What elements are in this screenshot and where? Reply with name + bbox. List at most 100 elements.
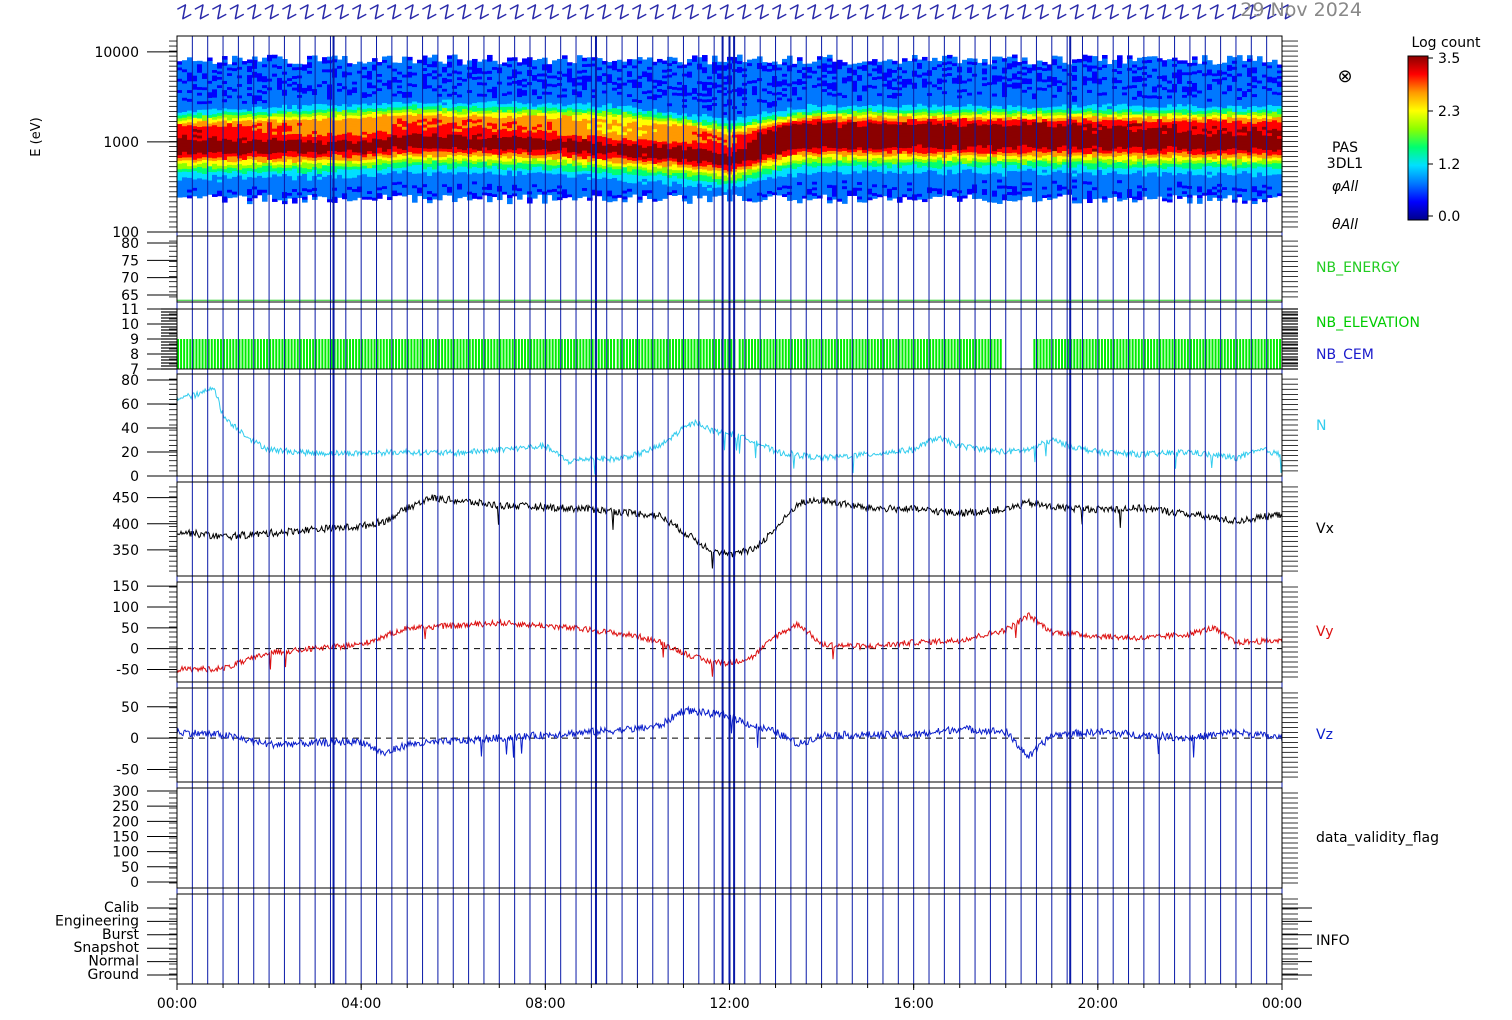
- spectrogram-cell: [477, 121, 483, 126]
- spectrogram-cell: [402, 71, 408, 75]
- spectrogram-cell: [592, 88, 598, 93]
- spectrogram-cell: [462, 86, 468, 90]
- spectrogram-cell: [432, 54, 438, 59]
- spectrogram-cell: [457, 165, 463, 170]
- spectrogram-cell: [272, 192, 278, 196]
- spectrogram-cell: [262, 192, 268, 196]
- spectrogram-cell: [532, 94, 538, 99]
- spectrogram-cell: [327, 65, 333, 70]
- spectrogram-cell: [492, 137, 498, 141]
- spectrogram-cell: [322, 94, 328, 99]
- spectrogram-cell: [557, 149, 563, 154]
- spectrogram-cell: [422, 162, 428, 167]
- spectrogram-cell: [477, 124, 483, 128]
- spectrogram-cell: [602, 168, 608, 172]
- spectrogram-cell: [602, 101, 608, 106]
- spectrogram-cell: [262, 108, 268, 113]
- spectrogram-cell: [197, 134, 203, 139]
- spectrogram-cell: [347, 186, 353, 190]
- spectrogram-cell: [417, 147, 423, 151]
- spectrogram-cell: [212, 91, 218, 95]
- spectrogram-cell: [487, 73, 493, 77]
- spectrogram-cell: [177, 174, 183, 178]
- spectrogram-cell: [472, 102, 478, 106]
- spectrogram-cell: [307, 130, 313, 135]
- spectrogram-cell: [432, 174, 438, 179]
- spectrogram-cell: [407, 165, 413, 170]
- spectrogram-cell: [462, 141, 468, 145]
- spectrogram-cell: [417, 59, 423, 64]
- spectrogram-cell: [277, 148, 283, 153]
- spectrogram-cell: [532, 183, 538, 188]
- spectrogram-cell: [382, 148, 388, 152]
- spectrogram-cell: [502, 87, 508, 91]
- spectrogram-cell: [337, 134, 343, 138]
- spectrogram-cell: [187, 104, 193, 108]
- spectrogram-cell: [597, 192, 603, 197]
- spectrogram-cell: [397, 65, 403, 69]
- top-label-glyph: Z: [420, 1, 440, 24]
- spectrogram-cell: [362, 69, 368, 73]
- spectrogram-cell: [452, 198, 458, 203]
- spectrogram-cell: [477, 130, 483, 134]
- spectrogram-cell: [317, 80, 323, 85]
- spectrogram-cell: [557, 129, 563, 133]
- spectrogram-cell: [242, 122, 248, 127]
- spectrogram-cell: [182, 85, 188, 90]
- spectrogram-cell: [332, 89, 338, 93]
- spectrogram-cell: [552, 98, 558, 102]
- spectrogram-cell: [532, 106, 538, 110]
- spectrogram-cell: [562, 67, 568, 71]
- spectrogram-cell: [602, 188, 608, 193]
- spectrogram-cell: [507, 167, 513, 171]
- spectrogram-cell: [332, 171, 338, 176]
- spectrogram-cell: [522, 143, 528, 147]
- spectrogram-cell: [457, 188, 463, 193]
- spectrogram-cell: [437, 145, 443, 149]
- spectrogram-cell: [412, 176, 418, 180]
- top-label-glyph: Z: [840, 1, 860, 24]
- spectrogram-cell: [552, 194, 558, 198]
- spectrogram-cell: [397, 170, 403, 174]
- spectrogram-cell: [222, 74, 228, 78]
- spectrogram-cell: [232, 64, 238, 69]
- spectrogram-cell: [592, 151, 598, 156]
- spectrogram-cell: [352, 109, 358, 113]
- spectrogram-cell: [477, 190, 483, 194]
- spectrogram-cell: [422, 138, 428, 143]
- spectrogram-cell: [197, 152, 203, 156]
- spectrogram-cell: [207, 188, 213, 192]
- spectrogram-cell: [292, 165, 298, 169]
- spectrogram-cell: [562, 61, 568, 65]
- spectrogram-cell: [547, 172, 553, 177]
- spectrogram-cell: [202, 184, 208, 188]
- spectrogram-cell: [367, 96, 373, 100]
- spectrogram-cell: [447, 180, 453, 184]
- top-label-glyph: Z: [805, 1, 825, 24]
- spectrogram-cell: [182, 131, 188, 135]
- spectrogram-cell: [307, 78, 313, 83]
- spectrogram-cell: [532, 74, 538, 78]
- spectrogram-cell: [327, 95, 333, 100]
- spectrogram-cell: [222, 150, 228, 154]
- spectrogram-cell: [472, 61, 478, 66]
- spectrogram-cell: [532, 88, 538, 93]
- spectrogram-cell: [287, 88, 293, 93]
- spectrogram-cell: [222, 56, 228, 60]
- spectrogram-cell: [252, 141, 258, 146]
- spectrogram-cell: [187, 150, 193, 155]
- spectrogram-cell: [462, 70, 468, 74]
- spectrogram-cell: [567, 98, 573, 103]
- spectrogram-cell: [587, 131, 593, 136]
- spectrogram-cell: [597, 181, 603, 185]
- spectrogram-cell: [407, 99, 413, 104]
- spectrogram-cell: [367, 116, 373, 120]
- spectrogram-cell: [177, 165, 183, 170]
- spectrogram-cell: [582, 178, 588, 183]
- spectrogram-cell: [347, 111, 353, 116]
- spectrogram-cell: [577, 72, 583, 77]
- spectrogram-cell: [197, 69, 203, 73]
- spectrogram-cell: [402, 82, 408, 87]
- spectrogram-cell: [552, 86, 558, 91]
- spectrogram-cell: [272, 54, 278, 59]
